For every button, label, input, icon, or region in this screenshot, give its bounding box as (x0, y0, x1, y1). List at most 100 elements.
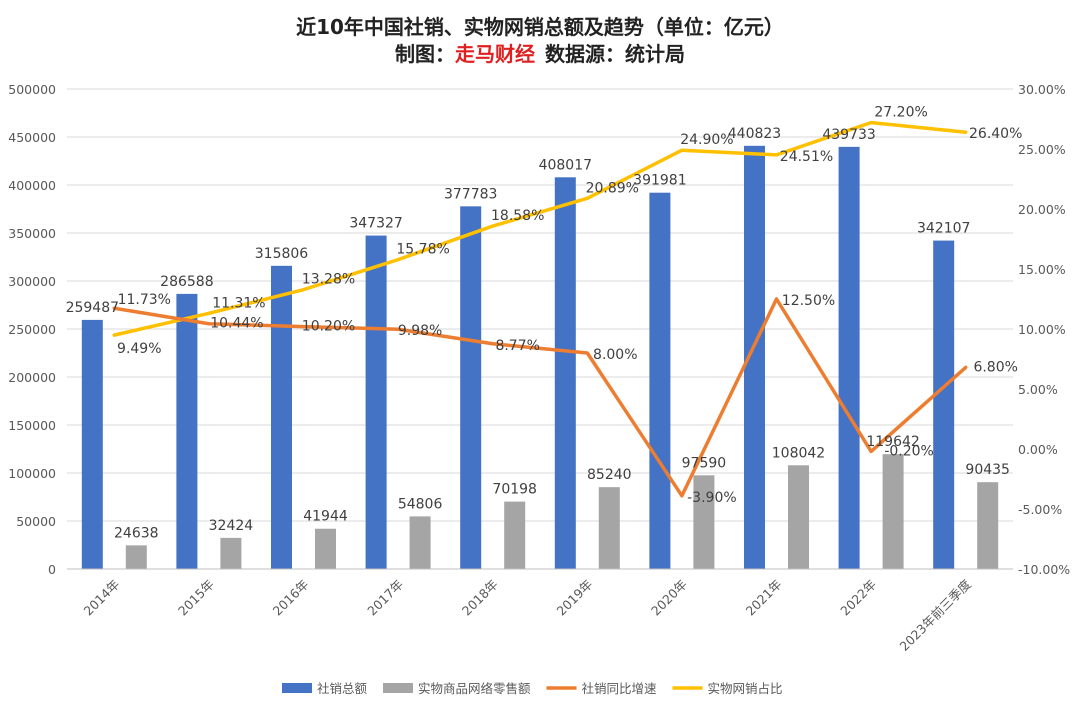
online-retail-label: 97590 (682, 455, 727, 471)
social-total-label: 347327 (349, 216, 402, 232)
social-total-bar (933, 240, 955, 570)
online-retail-label: 108042 (772, 445, 825, 461)
online-share-label: 26.40% (969, 126, 1022, 142)
left-axis: 0 50000 100000 150000 200000 250000 300000 3500… (8, 82, 56, 577)
left-tick-label: 300000 (8, 274, 56, 289)
growth-rate-label: -3.90% (687, 490, 737, 506)
social-total-bar (365, 235, 387, 569)
online-retail-bar (598, 487, 620, 569)
left-tick-label: 250000 (8, 322, 56, 337)
right-axis: -10.00% -5.00% 0.00% 5.00% 10.00% 15.00% 20.00… (1018, 82, 1070, 577)
growth-rate-label: 10.20% (302, 319, 355, 335)
online-share-label: 13.28% (302, 272, 355, 288)
online-retail-label: 54806 (398, 496, 443, 512)
growth-rate-line-point (585, 351, 589, 355)
x-tick-label: 2016年 (270, 577, 312, 619)
online-retail-label: 24638 (114, 525, 159, 541)
social-total-label: 408017 (539, 157, 592, 173)
online-share-label: 9.49% (117, 341, 161, 357)
left-tick-label: 0 (48, 562, 56, 577)
left-tick-label: 450000 (8, 130, 56, 145)
social-total-label: 439733 (822, 127, 875, 143)
online-retail-bar (220, 537, 242, 569)
legend-online-share: 实物网销占比 (672, 681, 783, 696)
legend: 社销总额 实物商品网络零售额 社销同比增速 实物网销占比 (282, 681, 783, 696)
online-retail-label: 85240 (587, 467, 632, 483)
legend-growth-rate-label: 社销同比增速 (582, 681, 658, 696)
online-share-line-point (112, 333, 116, 337)
legend-online-share-label: 实物网销占比 (708, 681, 783, 696)
social-total-label: 342107 (917, 221, 970, 237)
x-tick-label: 2014年 (80, 577, 122, 619)
social-total-bar (460, 206, 482, 570)
online-retail-label: 90435 (965, 462, 1010, 478)
online-share-label: 15.78% (396, 242, 449, 258)
growth-rate-label: 12.50% (782, 293, 835, 309)
online-retail-label: 32424 (209, 518, 254, 534)
x-tick-label: 2020年 (648, 577, 690, 619)
x-axis: 2014年 2015年 2016年 2017年 2018年 2019年 2020年 2021年… (67, 568, 1013, 654)
legend-online-retail-swatch (383, 683, 413, 693)
chart-title: 近10年中国社销、实物网销总额及趋势（单位：亿元） (296, 15, 784, 39)
chart-subtitle: 制图：走马财经 数据源：统计局 (395, 42, 685, 66)
data-labels-layer: 259487 286588 315806 347327 377783 408017 3919… (66, 105, 1023, 542)
online-share-label: 20.89% (586, 180, 639, 196)
online-retail-bar (315, 528, 336, 569)
online-share-label: 27.20% (874, 105, 927, 121)
x-tick-label: 2021年 (743, 577, 785, 619)
x-tick-label: 2022年 (837, 577, 879, 619)
left-tick-label: 350000 (8, 226, 56, 241)
growth-rate-line-point (302, 325, 305, 329)
legend-social-total-swatch (282, 683, 312, 693)
social-total-label: 286588 (160, 274, 213, 290)
legend-growth-rate: 社销同比增速 (546, 681, 658, 696)
social-total-bar (554, 177, 576, 569)
x-tick-label: 2019年 (553, 577, 595, 619)
social-total-label: 440823 (728, 126, 781, 142)
online-retail-bar (977, 482, 999, 569)
right-tick-label: 15.00% (1018, 262, 1066, 277)
left-tick-label: 500000 (8, 82, 56, 97)
social-total-bar (838, 146, 860, 569)
growth-rate-line-point (775, 297, 778, 301)
online-share-label: 24.90% (680, 132, 733, 148)
left-tick-label: 400000 (8, 178, 56, 193)
legend-social-total-label: 社销总额 (317, 681, 368, 696)
x-tick-label: 2023年前三季度 (897, 576, 975, 654)
online-retail-bar (693, 475, 715, 569)
online-share-line-point (302, 288, 305, 292)
growth-rate-label: 11.73% (118, 292, 171, 308)
online-share-line-point (396, 258, 400, 262)
x-tick-label: 2015年 (175, 577, 217, 619)
subtitle-suffix: 数据源：统计局 (545, 42, 685, 66)
growth-rate-label: 8.77% (495, 338, 539, 354)
legend-online-retail-label: 实物商品网络零售额 (418, 681, 531, 696)
social-total-bar (649, 192, 671, 569)
legend-social-total: 社销总额 (282, 681, 368, 696)
online-share-label: 24.51% (780, 149, 833, 165)
subtitle-prefix: 制图： (395, 42, 455, 66)
online-retail-label: 70198 (492, 482, 537, 498)
growth-rate-line-point (396, 327, 400, 331)
online-share-line-point (869, 121, 873, 125)
growth-rate-line (112, 297, 968, 498)
right-tick-label: 10.00% (1018, 322, 1066, 337)
grid-lines (67, 88, 1013, 570)
online-share-label: 11.31% (212, 295, 265, 311)
right-tick-label: 20.00% (1018, 202, 1066, 217)
left-tick-label: 150000 (8, 418, 56, 433)
online-share-line-point (964, 130, 968, 134)
social-total-bar (271, 265, 292, 569)
x-tick-label: 2017年 (364, 577, 406, 619)
online-retail-bar (409, 516, 431, 569)
left-tick-label: 50000 (16, 514, 56, 529)
right-tick-label: 5.00% (1018, 382, 1058, 397)
x-tick-label: 2018年 (459, 577, 501, 619)
right-tick-label: 30.00% (1018, 82, 1066, 97)
online-share-line-point (207, 311, 211, 315)
left-tick-label: 200000 (8, 370, 56, 385)
online-share-line-point (680, 148, 684, 152)
social-total-bar (744, 145, 765, 569)
growth-rate-label: 6.80% (973, 359, 1017, 375)
